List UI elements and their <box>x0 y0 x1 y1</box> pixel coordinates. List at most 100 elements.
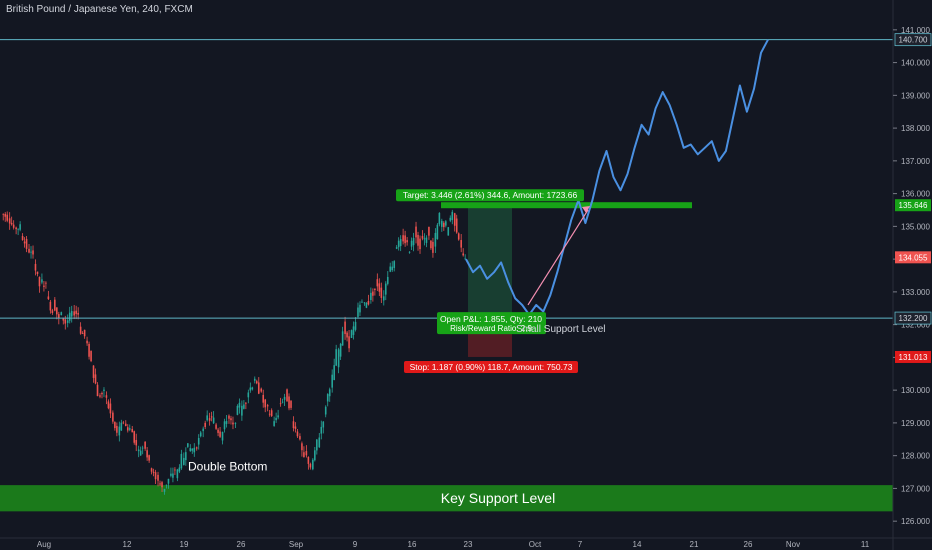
y-tick-label: 140.000 <box>901 59 930 68</box>
price-tag-bg <box>895 199 931 212</box>
candle-body <box>195 447 198 449</box>
candle-body <box>384 283 387 295</box>
candle-body <box>445 221 447 226</box>
small-support-label: Small Support Level <box>516 324 606 335</box>
candle-body <box>133 431 136 443</box>
candle-body <box>112 412 114 422</box>
candle-body <box>157 474 159 481</box>
candle-body <box>126 427 129 431</box>
y-tick-label: 133.000 <box>901 288 930 297</box>
y-tick-label: 126.000 <box>901 517 930 526</box>
x-tick-label: 11 <box>861 540 870 549</box>
candle-body <box>219 431 221 437</box>
candle-body <box>165 484 168 486</box>
candle-body <box>428 226 430 236</box>
candle-body <box>367 301 370 305</box>
key-support-label: Key Support Level <box>441 490 555 506</box>
candle-body <box>70 311 73 317</box>
candle-body <box>68 312 71 321</box>
candle-body <box>453 213 456 226</box>
candle-body <box>148 455 150 461</box>
candle-body <box>410 240 413 247</box>
candle-body <box>395 247 398 249</box>
candle-body <box>163 488 166 492</box>
candle-body <box>154 472 157 480</box>
candle-body <box>223 421 226 430</box>
candle-body <box>183 457 185 465</box>
candle-body <box>225 420 228 424</box>
candles <box>2 209 466 495</box>
overlay: Target: 3.446 (2.61%) 344.6, Amount: 172… <box>0 39 893 473</box>
candle-body <box>262 394 265 403</box>
candle-body <box>399 239 402 247</box>
candle-body <box>402 235 404 242</box>
candle-body <box>45 282 47 284</box>
candle-body <box>357 307 359 317</box>
x-tick-label: 9 <box>353 540 358 549</box>
candle-body <box>228 415 230 419</box>
candle-body <box>116 425 118 433</box>
candle-body <box>341 331 344 346</box>
y-tick-label: 138.000 <box>901 124 930 133</box>
candle-body <box>75 310 77 314</box>
candle-body <box>312 459 314 470</box>
projection-path[interactable] <box>465 39 769 316</box>
candle-body <box>124 423 127 427</box>
trend-arrow[interactable] <box>527 209 589 306</box>
target-label: Target: 3.446 (2.61%) 344.6, Amount: 172… <box>403 190 578 200</box>
price-tag-bg <box>894 33 932 47</box>
candle-body <box>150 468 153 472</box>
candle-body <box>103 389 105 391</box>
candle-body <box>455 218 458 233</box>
candle-body <box>299 436 301 440</box>
candle-body <box>152 471 155 473</box>
x-tick-label: Aug <box>37 540 51 549</box>
candle-body <box>421 235 424 239</box>
candle-body <box>2 213 5 215</box>
candle-body <box>352 326 355 335</box>
y-tick-label: 128.000 <box>901 452 930 461</box>
price-tag: 140.700 <box>899 36 928 45</box>
y-tick-label: 130.000 <box>901 386 930 395</box>
candle-body <box>199 432 202 437</box>
candle-body <box>131 428 134 433</box>
candle-body <box>118 426 121 436</box>
candle-body <box>389 266 392 272</box>
candle-body <box>316 439 318 451</box>
candle-body <box>423 238 426 240</box>
candle-body <box>253 378 256 381</box>
candle-body <box>234 422 237 424</box>
y-tick-label: 139.000 <box>901 91 930 100</box>
candle-body <box>292 421 295 429</box>
candle-body <box>236 405 239 415</box>
candle-body <box>268 413 271 415</box>
time-axis[interactable]: Aug 12 19 26 Sep 9 16 23 Oct 7 14 21 26 Nov 11 <box>0 537 932 549</box>
price-axis[interactable]: 126.000 127.000 128.000 129.000 130.000 131.0… <box>892 0 932 550</box>
candle-body <box>449 217 452 221</box>
candle-body <box>36 271 39 274</box>
candle-body <box>279 403 282 405</box>
candle-body <box>202 428 204 432</box>
candle-body <box>230 418 232 421</box>
x-tick-label: Nov <box>786 540 800 549</box>
candle-body <box>241 405 243 416</box>
candle-body <box>266 405 269 407</box>
y-tick-label: 127.000 <box>901 484 930 493</box>
candle-body <box>90 350 92 362</box>
candle-body <box>176 469 179 479</box>
rr-label: Risk/Reward Ratio: 2.9 <box>450 324 532 333</box>
candle-body <box>81 333 84 335</box>
zones: Key Support Level <box>0 202 893 512</box>
candle-body <box>283 396 286 400</box>
candle-body <box>47 296 50 300</box>
candle-body <box>346 332 348 338</box>
candle-body <box>23 241 26 244</box>
candle-body <box>441 220 443 227</box>
candle-body <box>432 241 434 253</box>
candle-body <box>86 340 88 344</box>
candle-body <box>326 394 329 402</box>
candle-body <box>232 422 234 425</box>
y-tick-label: 129.000 <box>901 419 930 428</box>
candle-body <box>288 396 290 409</box>
